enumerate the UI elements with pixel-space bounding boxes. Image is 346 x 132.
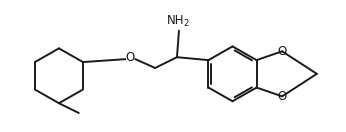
Text: O: O [126,51,135,64]
Text: O: O [277,45,287,58]
Text: NH: NH [167,15,185,27]
Text: O: O [277,90,287,103]
Text: 2: 2 [183,19,189,28]
